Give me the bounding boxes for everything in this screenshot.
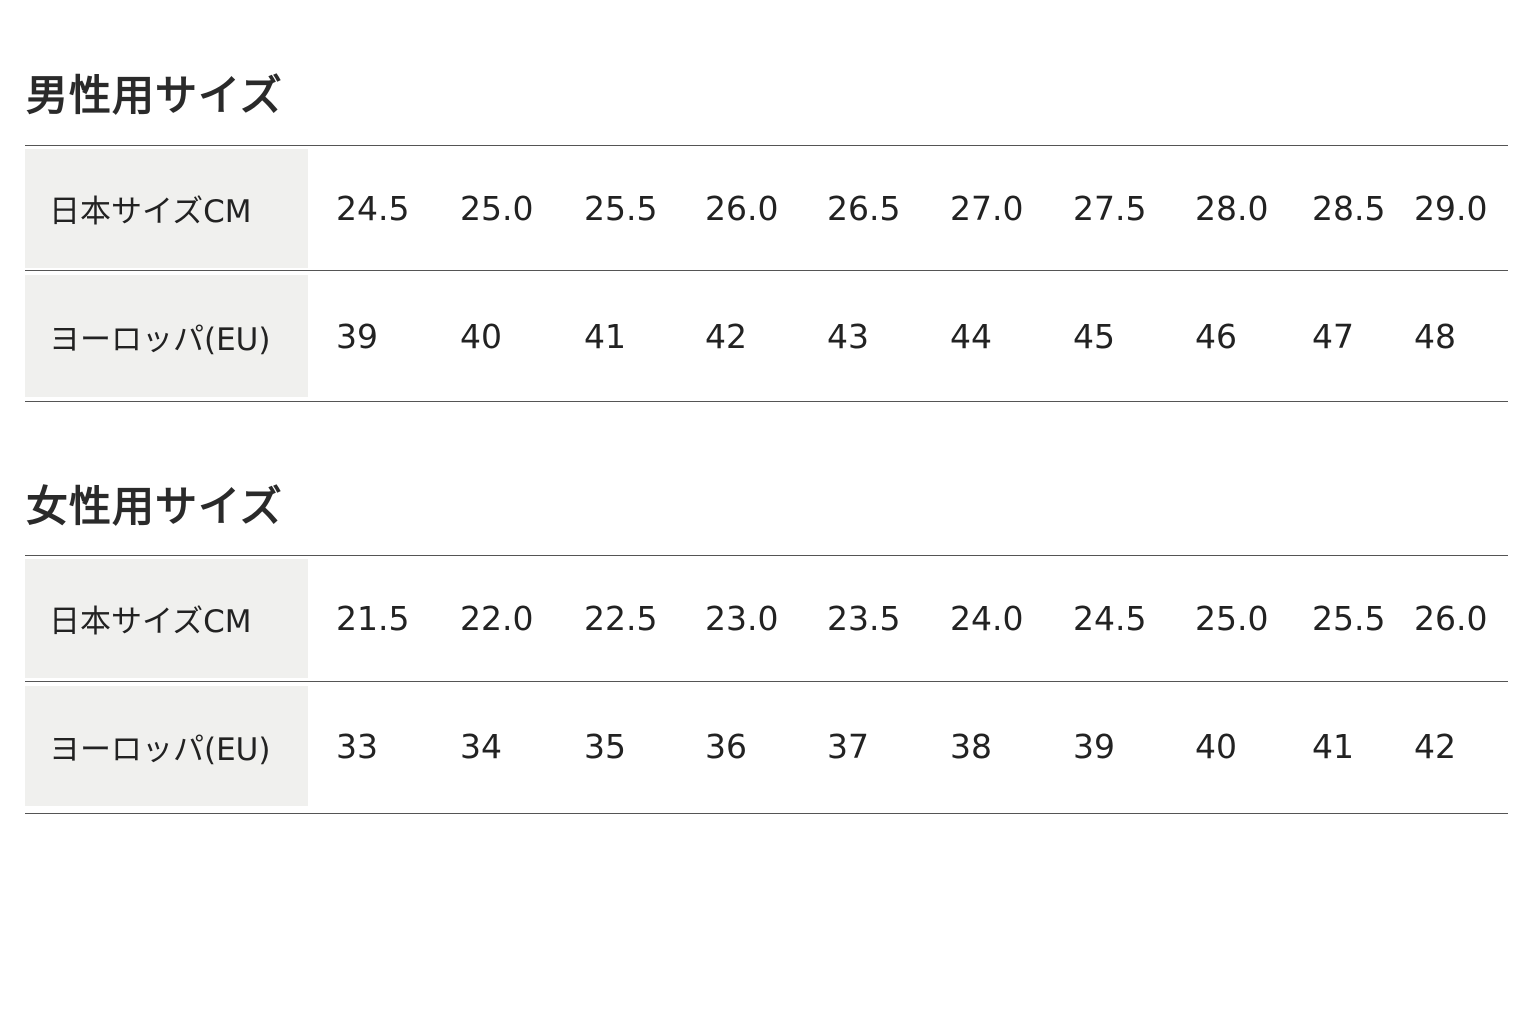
divider <box>25 555 1508 556</box>
size-cell: 47 <box>1312 316 1354 356</box>
divider <box>25 145 1508 146</box>
size-cell: 25.0 <box>460 189 534 228</box>
size-cell: 42 <box>1414 726 1456 766</box>
size-cell: 36 <box>705 726 747 766</box>
women-jp-row: 日本サイズCM 21.5 22.0 22.5 23.0 23.5 24.0 24.5 25.0 2… <box>25 559 1508 678</box>
size-cell: 27.5 <box>1073 189 1147 228</box>
size-cell: 41 <box>1312 726 1354 766</box>
size-cell: 25.5 <box>1312 599 1386 638</box>
size-cell: 41 <box>584 316 626 356</box>
size-cell: 44 <box>950 316 992 356</box>
size-cell: 27.0 <box>950 189 1024 228</box>
size-cell: 22.0 <box>460 599 534 638</box>
size-cell: 40 <box>460 316 502 356</box>
size-cell: 29.0 <box>1414 189 1488 228</box>
size-cell: 24.5 <box>1073 599 1147 638</box>
row-header: ヨーロッパ(EU) <box>25 686 308 806</box>
size-cell: 24.5 <box>336 189 410 228</box>
size-cell: 46 <box>1195 316 1237 356</box>
men-size-title: 男性用サイズ <box>26 71 283 120</box>
size-cell: 42 <box>705 316 747 356</box>
size-cell: 24.0 <box>950 599 1024 638</box>
size-cell: 26.0 <box>705 189 779 228</box>
women-size-title: 女性用サイズ <box>26 482 283 531</box>
size-cell: 25.5 <box>584 189 658 228</box>
row-header: ヨーロッパ(EU) <box>25 275 308 397</box>
men-jp-row: 日本サイズCM 24.5 25.0 25.5 26.0 26.5 27.0 27.5 28.0 2… <box>25 149 1508 268</box>
size-cell: 28.0 <box>1195 189 1269 228</box>
size-cell: 21.5 <box>336 599 410 638</box>
men-eu-row: ヨーロッパ(EU) 39 40 41 42 43 44 45 46 47 48 <box>25 275 1508 397</box>
size-cell: 23.5 <box>827 599 901 638</box>
size-cell: 25.0 <box>1195 599 1269 638</box>
size-cell: 39 <box>1073 726 1115 766</box>
size-cell: 34 <box>460 726 502 766</box>
divider <box>25 401 1508 402</box>
women-eu-row: ヨーロッパ(EU) 33 34 35 36 37 38 39 40 41 42 <box>25 686 1508 806</box>
size-cell: 33 <box>336 726 378 766</box>
size-cell: 22.5 <box>584 599 658 638</box>
size-cell: 37 <box>827 726 869 766</box>
size-cell: 23.0 <box>705 599 779 638</box>
size-cell: 26.5 <box>827 189 901 228</box>
size-cell: 48 <box>1414 316 1456 356</box>
size-cell: 43 <box>827 316 869 356</box>
divider <box>25 681 1508 682</box>
row-header: 日本サイズCM <box>25 559 308 678</box>
size-cell: 39 <box>336 316 378 356</box>
size-cell: 40 <box>1195 726 1237 766</box>
size-cell: 26.0 <box>1414 599 1488 638</box>
size-cell: 35 <box>584 726 626 766</box>
divider <box>25 270 1508 271</box>
size-cell: 45 <box>1073 316 1115 356</box>
row-header: 日本サイズCM <box>25 149 308 268</box>
divider <box>25 813 1508 814</box>
size-cell: 38 <box>950 726 992 766</box>
size-cell: 28.5 <box>1312 189 1386 228</box>
